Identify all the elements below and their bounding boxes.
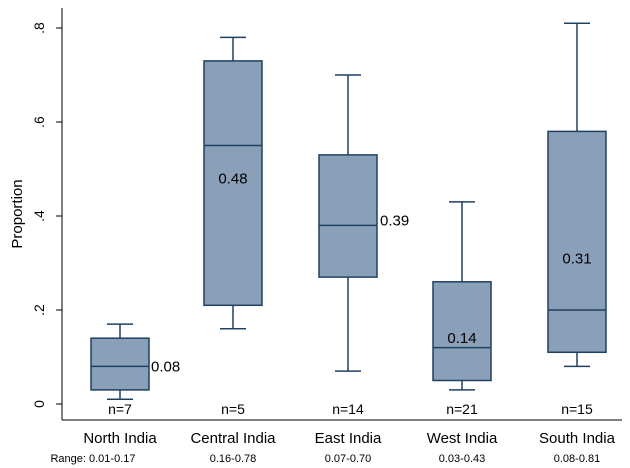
x-category-label: West India	[427, 430, 498, 447]
box-group: 0.08 n=7	[90, 323, 180, 417]
range-label: 0.07-0.70	[325, 453, 371, 465]
mean-value-label: 0.31	[562, 250, 591, 267]
n-count-label: n=5	[221, 401, 245, 417]
mean-value-label: 0.14	[447, 330, 476, 347]
plot-frame	[61, 8, 622, 421]
n-count-label: n=15	[561, 401, 593, 417]
range-label: 0.03-0.43	[439, 453, 485, 465]
x-category-label: North India	[83, 430, 157, 447]
range-label: 0.08-0.81	[554, 453, 600, 465]
mean-value-label: 0.39	[380, 213, 409, 230]
mean-value-label: 0.48	[218, 170, 247, 187]
iqr-box	[432, 281, 492, 382]
iqr-box	[547, 130, 607, 354]
iqr-box	[318, 154, 378, 278]
iqr-box	[90, 337, 150, 391]
y-axis-ticks: 0 .2 .4 .6 .8	[31, 22, 62, 408]
y-tick-label: .8	[31, 22, 47, 34]
n-count-label: n=21	[446, 401, 478, 417]
x-category-label: East India	[315, 430, 382, 447]
mean-value-label: 0.08	[151, 358, 180, 375]
y-tick-label: .4	[31, 210, 47, 222]
range-label: Range: 0.01-0.17	[50, 453, 135, 465]
n-count-label: n=7	[108, 401, 132, 417]
y-tick-label: .2	[31, 304, 47, 316]
box-group: 0.48 n=5	[203, 36, 263, 417]
range-label: 0.16-0.78	[210, 453, 256, 465]
box-group: 0.14 n=21	[432, 201, 492, 417]
x-category-label: South India	[539, 430, 616, 447]
y-axis-label: Proportion	[9, 179, 26, 248]
box-group: 0.31 n=15	[547, 22, 607, 417]
category-labels: North India Range: 0.01-0.17 Central India…	[50, 430, 615, 465]
n-count-label: n=14	[332, 401, 364, 417]
iqr-box	[203, 60, 263, 307]
x-category-label: Central India	[190, 430, 276, 447]
box-group: 0.39 n=14	[318, 74, 409, 417]
y-tick-label: 0	[31, 400, 47, 408]
box-series: 0.08 n=7 0.48 n=5 0.39 n=14 0.14 n=21 0.31 n=15	[90, 22, 607, 417]
y-tick-label: .6	[31, 116, 47, 128]
